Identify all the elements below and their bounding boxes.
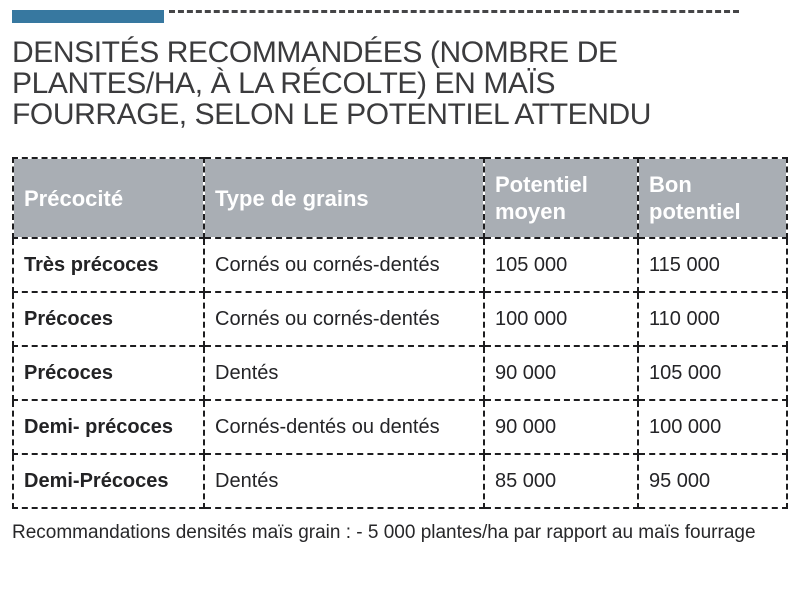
page-title-line-1: DENSITÉS RECOMMANDÉES (NOMBRE DE [12, 36, 618, 69]
cell-type-de-grains: Cornés ou cornés-dentés [203, 291, 485, 347]
table-row: Demi- précoces Cornés-dentés ou dentés 9… [12, 399, 788, 455]
cell-potentiel-moyen: 90 000 [483, 345, 639, 401]
table-row: Demi-Précoces Dentés 85 000 95 000 [12, 453, 788, 509]
table-row: Précoces Dentés 90 000 105 000 [12, 345, 788, 401]
dashed-rule [169, 10, 739, 13]
accent-bar [12, 10, 164, 23]
cell-precocite: Précoces [12, 291, 205, 347]
cell-potentiel-moyen: 105 000 [483, 237, 639, 293]
densities-table: Précocité Type de grains Potentiel moyen… [12, 157, 788, 509]
page-title-line-3: FOURRAGE, SELON LE POTENTIEL ATTENDU [12, 98, 652, 131]
cell-bon-potentiel: 110 000 [637, 291, 788, 347]
cell-type-de-grains: Dentés [203, 345, 485, 401]
cell-precocite: Demi- précoces [12, 399, 205, 455]
cell-potentiel-moyen: 90 000 [483, 399, 639, 455]
column-header-potentiel-moyen: Potentiel moyen [483, 157, 639, 239]
cell-precocite: Précoces [12, 345, 205, 401]
table-header-row: Précocité Type de grains Potentiel moyen… [12, 157, 788, 239]
page-title: DENSITÉS RECOMMANDÉES (NOMBRE DE PLANTES… [12, 37, 788, 130]
cell-bon-potentiel: 100 000 [637, 399, 788, 455]
column-header-bon-potentiel: Bon potentiel [637, 157, 788, 239]
table-row: Précoces Cornés ou cornés-dentés 100 000… [12, 291, 788, 347]
page-title-line-2: PLANTES/HA, À LA RÉCOLTE) EN MAÏS [12, 67, 556, 100]
cell-precocite: Très précoces [12, 237, 205, 293]
cell-type-de-grains: Cornés-dentés ou dentés [203, 399, 485, 455]
footnote: Recommandations densités maïs grain : - … [12, 522, 756, 543]
top-accent-row [12, 10, 788, 24]
cell-precocite: Demi-Précoces [12, 453, 205, 509]
column-header-type-de-grains: Type de grains [203, 157, 485, 239]
table-row: Très précoces Cornés ou cornés-dentés 10… [12, 237, 788, 293]
cell-bon-potentiel: 105 000 [637, 345, 788, 401]
cell-potentiel-moyen: 85 000 [483, 453, 639, 509]
cell-type-de-grains: Cornés ou cornés-dentés [203, 237, 485, 293]
column-header-precocite: Précocité [12, 157, 205, 239]
cell-bon-potentiel: 115 000 [637, 237, 788, 293]
cell-type-de-grains: Dentés [203, 453, 485, 509]
cell-bon-potentiel: 95 000 [637, 453, 788, 509]
cell-potentiel-moyen: 100 000 [483, 291, 639, 347]
